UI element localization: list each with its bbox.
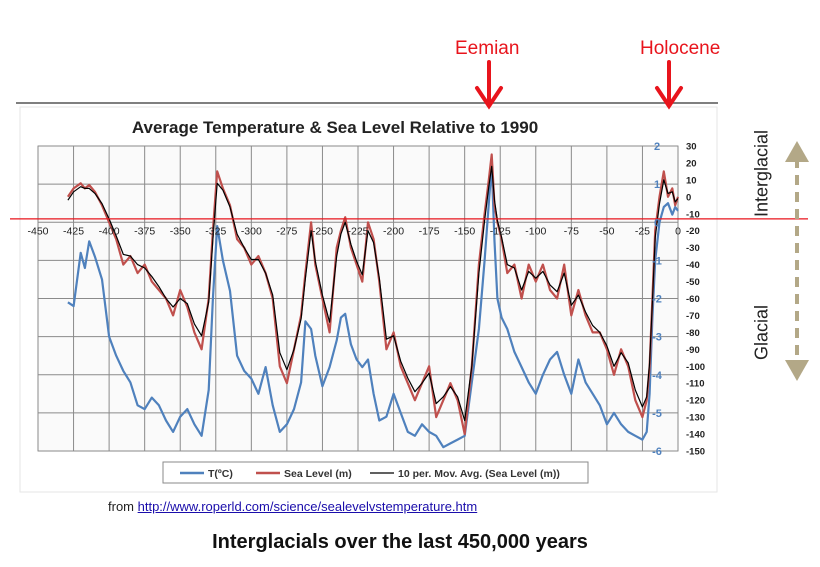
y-left-tick-label: -4 xyxy=(652,370,663,382)
x-tick-labels: -450 -425 -400 -375 -350 -325 -300 -275 -250 -225… xyxy=(27,226,681,238)
y-right-tick-label: -150 xyxy=(686,447,705,458)
source-prefix: from xyxy=(108,499,134,514)
legend-label: Sea Level (m) xyxy=(284,468,352,480)
x-tick-label: -250 xyxy=(312,226,333,238)
x-tick-label: -175 xyxy=(419,226,440,238)
holocene-label: Holocene xyxy=(640,38,721,59)
x-tick-label: -325 xyxy=(205,226,226,238)
y-left-tick-label: 1 xyxy=(654,179,660,191)
y-right-tick-label: -130 xyxy=(686,413,705,424)
x-tick-label: -350 xyxy=(170,226,191,238)
x-tick-label: -275 xyxy=(276,226,297,238)
y-left-tick-label: -1 xyxy=(652,255,662,267)
y-right-tick-label: 20 xyxy=(686,158,697,169)
y-right-tick-label: -110 xyxy=(686,379,705,390)
x-tick-label: -150 xyxy=(454,226,475,238)
y-left-tick-labels: 2 1 0 -1 -2 -3 -4 -5 -6 xyxy=(652,141,663,458)
y-left-tick-label: 0 xyxy=(654,217,660,229)
y-right-tick-label: -100 xyxy=(686,362,705,373)
holocene-arrow-icon xyxy=(655,60,683,110)
x-tick-label: -75 xyxy=(564,226,579,238)
y-left-tick-label: 2 xyxy=(654,141,660,153)
x-tick-label: -225 xyxy=(347,226,368,238)
legend: T(ºC) Sea Level (m) 10 per. Mov. Avg. (Sea… xyxy=(162,461,589,484)
y-right-tick-label: -120 xyxy=(686,396,705,407)
y-right-tick-label: -90 xyxy=(686,345,700,356)
x-tick-label: -400 xyxy=(99,226,120,238)
glacial-interglacial-double-arrow-icon xyxy=(785,141,809,381)
x-tick-label: -125 xyxy=(490,226,511,238)
glacial-label: Glacial xyxy=(751,304,772,361)
y-right-tick-label: -70 xyxy=(686,311,700,322)
x-tick-label: -450 xyxy=(27,226,48,238)
interglacial-label: Interglacial xyxy=(751,129,772,218)
y-left-tick-label: -6 xyxy=(652,446,662,458)
y-left-tick-label: -5 xyxy=(652,408,662,420)
x-tick-label: -100 xyxy=(525,226,546,238)
series-group xyxy=(66,153,680,449)
chart-title: Average Temperature & Sea Level Relative… xyxy=(132,118,538,137)
y-right-tick-label: -80 xyxy=(686,328,700,339)
series-line-2 xyxy=(67,165,679,422)
x-tick-label: -200 xyxy=(383,226,404,238)
eemian-label: Eemian xyxy=(455,38,520,59)
source-link[interactable]: http://www.roperld.com/science/sealevelv… xyxy=(137,499,478,514)
series-line-0 xyxy=(67,164,679,449)
legend-label: 10 per. Mov. Avg. (Sea Level (m)) xyxy=(398,468,560,480)
eemian-arrow-icon xyxy=(475,60,503,110)
x-tick-label: -375 xyxy=(134,226,155,238)
y-right-tick-label: -20 xyxy=(686,226,700,237)
figure-caption: Interglacials over the last 450,000 year… xyxy=(212,531,588,553)
source-note: from http://www.roperld.com/science/seal… xyxy=(108,499,477,514)
y-left-tick-label: -2 xyxy=(652,294,662,306)
y-right-tick-label: -140 xyxy=(686,430,705,441)
y-left-tick-label: -3 xyxy=(652,332,662,344)
y-right-tick-label: 10 xyxy=(686,175,697,186)
y-right-tick-label: 0 xyxy=(686,192,691,203)
x-tick-label: -425 xyxy=(63,226,84,238)
x-tick-label: 0 xyxy=(675,226,681,238)
y-right-tick-label: -60 xyxy=(686,294,700,305)
y-right-tick-label: -10 xyxy=(686,209,700,220)
x-tick-label: -50 xyxy=(599,226,614,238)
y-right-tick-label: -50 xyxy=(686,277,700,288)
x-tick-label: -25 xyxy=(635,226,650,238)
y-right-tick-label: 30 xyxy=(686,142,697,153)
plot-grid xyxy=(37,145,679,452)
y-right-tick-label: -40 xyxy=(686,260,700,271)
x-tick-label: -300 xyxy=(241,226,262,238)
legend-label: T(ºC) xyxy=(208,468,233,480)
y-right-tick-labels: 30 20 10 0 -10 -20 -30 -40 -50 -60 -70 -80 -90 -100 -1… xyxy=(686,142,705,458)
y-right-tick-label: -30 xyxy=(686,243,700,254)
